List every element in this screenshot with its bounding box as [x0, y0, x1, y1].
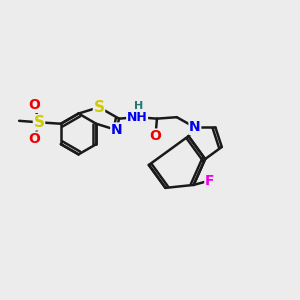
Text: S: S [94, 100, 104, 115]
Text: F: F [205, 173, 214, 188]
Text: H: H [134, 101, 143, 111]
Text: S: S [34, 115, 44, 130]
Text: N: N [111, 123, 122, 137]
Text: O: O [29, 98, 40, 112]
Text: NH: NH [127, 111, 148, 124]
Text: O: O [149, 129, 161, 143]
Text: N: N [189, 120, 201, 134]
Text: O: O [29, 132, 40, 146]
